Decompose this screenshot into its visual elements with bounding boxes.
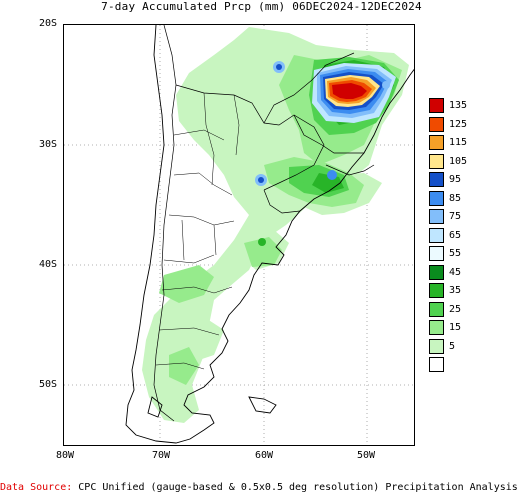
legend-label: 75 [449, 211, 462, 222]
legend-swatch [429, 357, 444, 372]
legend-swatch [429, 153, 444, 169]
legend-swatch [429, 172, 444, 187]
legend-swatch [429, 209, 444, 224]
legend-label: 65 [449, 229, 462, 241]
lat-label-20s: 20S [39, 18, 58, 29]
map-title: 7-day Accumulated Prcp (mm) 06DEC2024-12… [101, 0, 422, 13]
lon-label-70w: 70W [152, 450, 171, 461]
lon-label-50w: 50W [357, 450, 376, 461]
legend-swatch [429, 283, 444, 298]
legend-label: 85 [449, 192, 462, 204]
lat-label-40s: 40S [39, 259, 58, 270]
lat-label-50s: 50S [39, 379, 58, 390]
legend-swatch [429, 98, 444, 113]
legend-swatch [429, 227, 444, 243]
province-borders [155, 92, 240, 370]
legend-label: 105 [449, 155, 468, 167]
legend-label: 15 [449, 322, 462, 333]
lon-label-60w: 60W [255, 450, 274, 461]
lon-label-80w: 80W [56, 450, 75, 461]
lat-label-30s: 30S [39, 139, 58, 150]
precipitation-map [63, 24, 415, 446]
data-source-text: CPC Unified (gauge-based & 0.5x0.5 deg r… [78, 482, 518, 493]
legend-label: 125 [449, 118, 468, 130]
legend-swatch [429, 338, 444, 354]
map-canvas [64, 25, 414, 445]
legend-swatch [429, 320, 444, 335]
legend-label: 35 [449, 285, 462, 296]
legend-label: 95 [449, 174, 462, 185]
legend-swatch [429, 264, 444, 280]
legend-label: 5 [449, 340, 456, 352]
legend-swatch [429, 246, 444, 261]
precip-heavy [312, 63, 396, 123]
legend-label: 115 [449, 137, 468, 148]
legend-label: 135 [449, 100, 468, 111]
precip-spots [255, 61, 390, 246]
legend-swatch [429, 135, 444, 150]
coastlines [125, 25, 414, 444]
legend-swatch [429, 116, 444, 132]
data-source-label: Data Source: [0, 482, 73, 493]
legend-swatch [429, 301, 444, 317]
legend-label: 25 [449, 303, 462, 315]
legend-label: 45 [449, 266, 462, 278]
data-source-footer: Data Source: CPC Unified (gauge-based & … [0, 482, 523, 494]
legend-label: 55 [449, 248, 462, 259]
legend-swatch [429, 190, 444, 206]
